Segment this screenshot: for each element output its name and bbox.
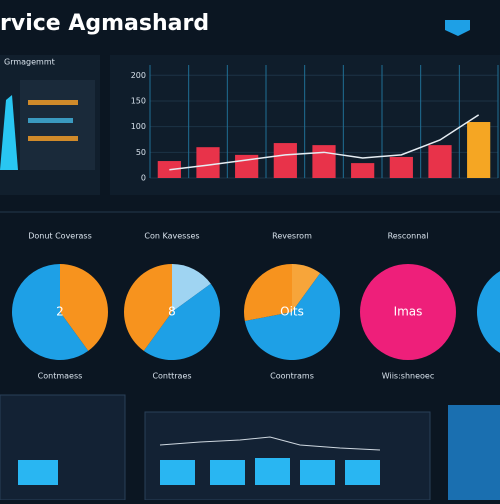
pie-slice bbox=[477, 271, 500, 353]
pie-center: 2 bbox=[56, 305, 64, 319]
bottom-panel bbox=[448, 405, 500, 500]
pie-slice bbox=[123, 264, 172, 351]
pie-slice bbox=[244, 264, 292, 321]
bar bbox=[196, 147, 220, 178]
tile bbox=[160, 460, 195, 485]
bar bbox=[389, 156, 413, 178]
pie-caption: Wiis:shneoec bbox=[382, 372, 435, 381]
pie-slice bbox=[60, 264, 109, 351]
pie-title: Donut Coverass bbox=[28, 232, 92, 241]
pie-title: Resconnal bbox=[388, 232, 429, 241]
title: rvice Agmashard bbox=[0, 11, 209, 36]
mini-shape bbox=[0, 95, 18, 170]
trend bbox=[159, 436, 381, 451]
tile bbox=[345, 460, 380, 485]
pie-center: Oits bbox=[280, 305, 304, 319]
tile bbox=[300, 460, 335, 485]
tile bbox=[18, 460, 58, 485]
bar bbox=[351, 163, 375, 178]
mini-row bbox=[28, 100, 78, 105]
pie-slice bbox=[172, 264, 211, 312]
y-tick-label: 50 bbox=[136, 148, 146, 157]
mini-row bbox=[28, 118, 73, 123]
pie-slice bbox=[12, 264, 89, 360]
pie-slice bbox=[143, 283, 220, 360]
pie-caption: Coontrams bbox=[270, 372, 314, 381]
y-tick-label: 100 bbox=[131, 122, 146, 131]
pie-caption: Conttraes bbox=[152, 372, 191, 381]
pie-slice bbox=[360, 264, 456, 360]
tile bbox=[210, 460, 245, 485]
bottom-panel bbox=[144, 411, 431, 501]
bar bbox=[467, 122, 491, 178]
mini-row bbox=[28, 136, 78, 141]
icon[interactable] bbox=[445, 20, 470, 36]
tile bbox=[255, 458, 290, 485]
bar bbox=[273, 143, 297, 178]
pie-title: Revesrom bbox=[272, 232, 312, 241]
mini-table bbox=[20, 80, 95, 170]
y-tick-label: 150 bbox=[131, 96, 146, 105]
pie-caption: Contmaess bbox=[38, 372, 83, 381]
left-label: Grmagemmt bbox=[4, 58, 55, 67]
pie-center: Imas bbox=[394, 305, 423, 319]
pie-center: 8 bbox=[168, 305, 176, 319]
y-tick-label: 200 bbox=[131, 71, 146, 80]
line bbox=[169, 114, 480, 171]
pie-slice bbox=[292, 264, 321, 312]
pie-slice bbox=[244, 273, 340, 360]
y-tick-label: 0 bbox=[141, 174, 146, 183]
bar bbox=[312, 145, 336, 178]
pie-title: Con Kavesses bbox=[144, 232, 199, 241]
bar bbox=[428, 145, 452, 178]
